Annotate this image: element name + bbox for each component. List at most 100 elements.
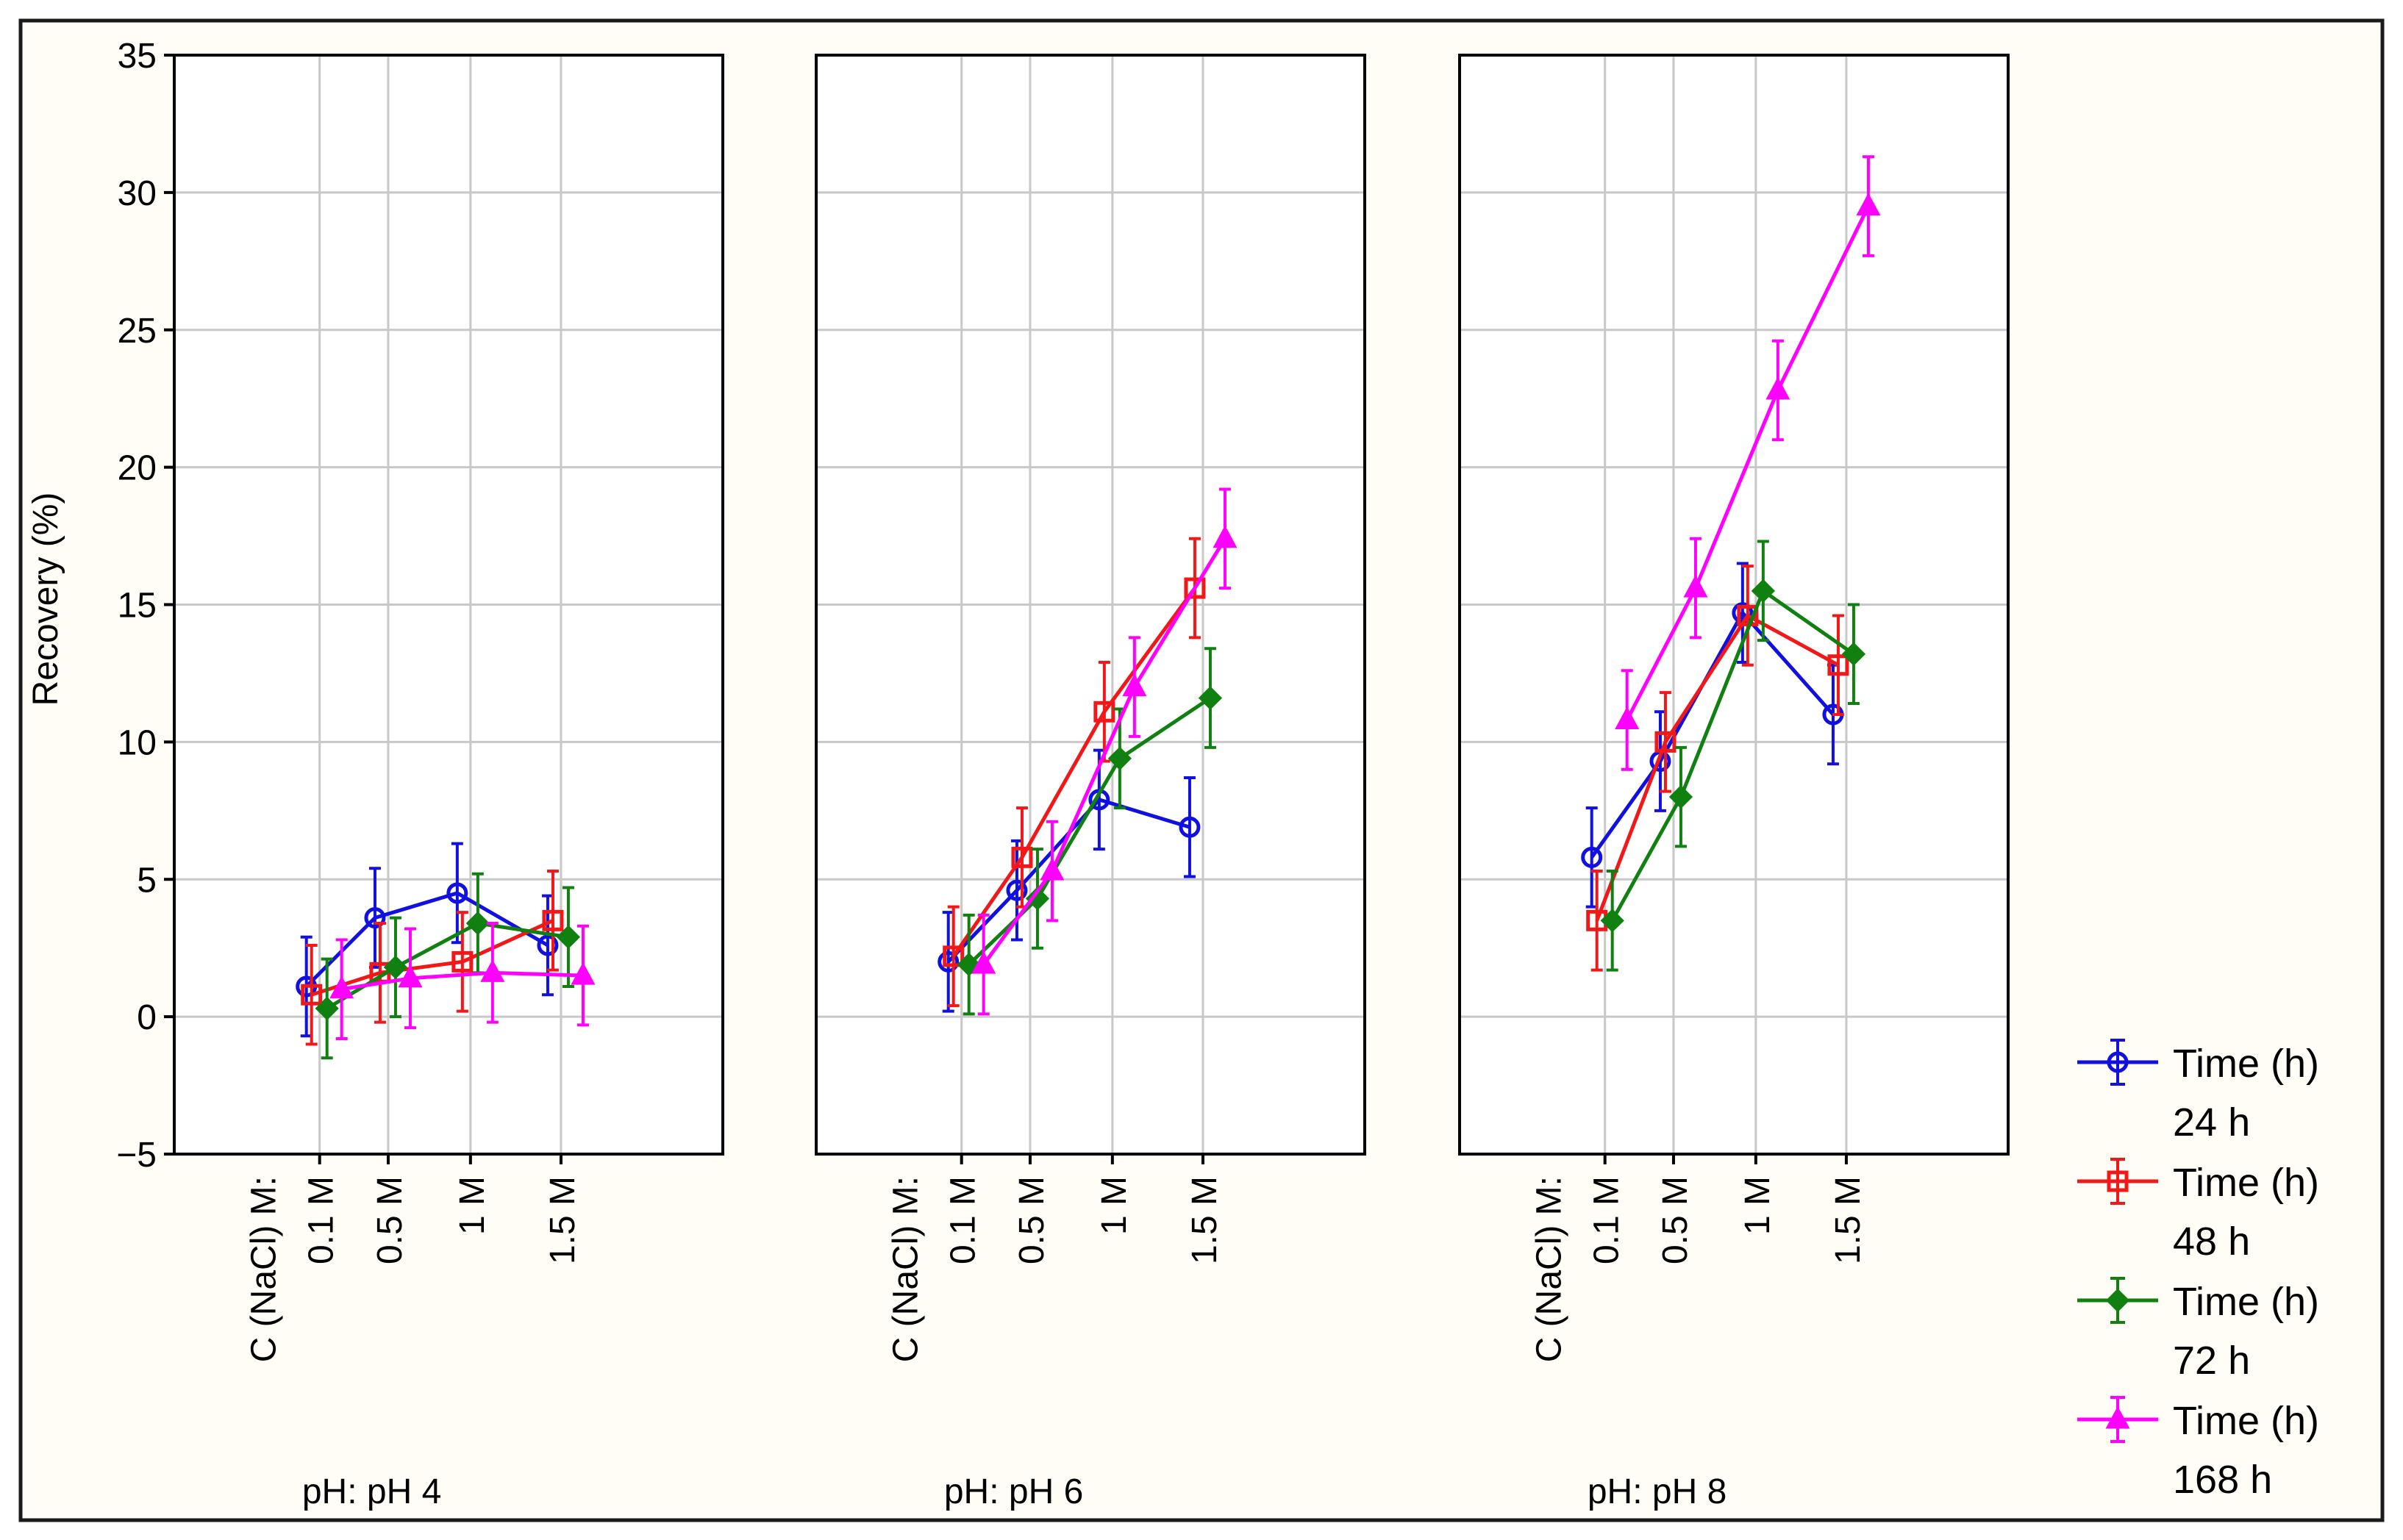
legend-item-72-h: Time (h) 72 h <box>2077 1277 2319 1383</box>
x-factor-label: C (NaCl) M: <box>887 1176 926 1362</box>
data-point <box>1581 846 1603 868</box>
legend-label: 168 h <box>2173 1458 2272 1502</box>
legend-title: Time (h) <box>2173 1042 2319 1086</box>
x-factor-label: C (NaCl) M: <box>1530 1176 1569 1362</box>
legend-title: Time (h) <box>2173 1161 2319 1205</box>
plot-frame <box>1458 54 2010 1156</box>
series-line <box>341 970 584 992</box>
data-point <box>1827 654 1849 676</box>
legend-label: 72 h <box>2173 1339 2250 1383</box>
x-tick-label: 1.5 M <box>1829 1176 1868 1264</box>
data-point <box>1213 525 1238 548</box>
data-point <box>315 996 339 1021</box>
y-tick-label: 20 <box>118 449 157 488</box>
data-point <box>542 909 564 931</box>
panel-title: pH: pH 8 <box>1588 1472 1727 1511</box>
y-tick-label: 0 <box>137 998 157 1037</box>
data-point <box>938 950 960 973</box>
data-point <box>465 911 490 936</box>
data-point <box>1107 746 1132 770</box>
data-point <box>537 934 559 956</box>
data-point <box>383 955 408 979</box>
data-point <box>571 961 596 985</box>
y-tick-label: 25 <box>118 312 157 351</box>
panel-2: 0.1 M 0.5 M 1 M 1.5 M C (NaCl) M: pH: pH 6 <box>815 54 1366 1511</box>
data-point <box>1122 673 1147 697</box>
data-point <box>1184 577 1206 599</box>
legend-label: 24 h <box>2173 1100 2250 1145</box>
x-tick-label: 1 M <box>1095 1176 1134 1235</box>
y-tick-label: 15 <box>118 587 157 626</box>
legend-title: Time (h) <box>2173 1280 2319 1324</box>
legend-title: Time (h) <box>2173 1399 2319 1443</box>
data-point <box>971 950 996 974</box>
data-point <box>1006 879 1028 901</box>
data-point <box>446 882 468 904</box>
panel-1: 35 30 25 20 15 10 5 0 −5 0.1 M 0.5 M 1 M 1.5 M C (NaC… <box>116 37 724 1511</box>
plot-frame <box>815 54 1366 1156</box>
x-tick-label: 1.5 M <box>543 1176 582 1264</box>
series-168-h <box>329 922 596 1041</box>
y-tick-label: 10 <box>118 723 157 762</box>
data-point <box>329 975 354 999</box>
legend-item-168-h: Time (h) 168 h <box>2077 1396 2319 1502</box>
panel-title: pH: pH 6 <box>944 1472 1083 1511</box>
x-factor-label: C (NaCl) M: <box>245 1176 284 1362</box>
x-tick-label: 1 M <box>453 1176 492 1235</box>
legend-label: 48 h <box>2173 1220 2250 1264</box>
series-line <box>1610 587 1855 922</box>
y-tick-label: −5 <box>116 1136 157 1175</box>
x-tick-label: 0.1 M <box>944 1176 983 1264</box>
data-point <box>1615 706 1640 729</box>
legend-item-48-h: Time (h) 48 h <box>2077 1158 2319 1264</box>
y-tick-label: 35 <box>118 37 157 76</box>
y-tick-label: 30 <box>118 174 157 213</box>
legend-marker <box>2107 1170 2129 1192</box>
panel-title: pH: pH 4 <box>302 1472 441 1511</box>
panel-3: 0.1 M 0.5 M 1 M 1.5 M C (NaCl) M: pH: pH 8 <box>1458 54 2010 1511</box>
x-tick-label: 1 M <box>1738 1176 1777 1235</box>
y-tick-label: 5 <box>137 861 157 900</box>
data-point <box>1737 604 1759 626</box>
series-72-h <box>957 647 1223 1016</box>
x-tick-label: 0.5 M <box>1013 1176 1051 1264</box>
x-tick-label: 0.1 M <box>302 1176 341 1264</box>
data-point <box>1856 193 1881 216</box>
x-tick-label: 0.1 M <box>1588 1176 1627 1264</box>
data-point <box>1600 909 1624 933</box>
series-168-h <box>971 487 1238 1016</box>
legend-marker <box>2105 1288 2130 1313</box>
data-point <box>364 907 386 929</box>
series-168-h <box>1615 155 1881 771</box>
data-point <box>301 984 323 1006</box>
data-point <box>1011 846 1033 868</box>
data-point <box>1025 887 1050 911</box>
data-point <box>1040 857 1065 881</box>
series-48-h <box>943 537 1206 1008</box>
series-line <box>1625 205 1871 721</box>
legend-marker <box>2107 1051 2129 1073</box>
series-72-h <box>1600 540 1866 972</box>
x-tick-label: 0.5 M <box>371 1176 410 1264</box>
panels-layer: 35 30 25 20 15 10 5 0 −5 0.1 M 0.5 M 1 M 1.5 M C (NaC… <box>116 37 2010 1511</box>
data-point <box>943 945 965 967</box>
data-point <box>1198 686 1223 710</box>
series-line <box>1595 613 1840 922</box>
y-axis-label: Recovery (%) <box>26 493 65 706</box>
x-tick-label: 0.5 M <box>1656 1176 1695 1264</box>
data-point <box>1093 701 1115 723</box>
legend-marker <box>2105 1405 2130 1429</box>
series-line <box>982 537 1227 966</box>
data-point <box>398 964 423 988</box>
data-point <box>451 950 474 973</box>
data-point <box>1654 731 1677 753</box>
legend-item-24-h: Time (h) 24 h <box>2077 1039 2319 1145</box>
series-line <box>967 696 1212 966</box>
data-point <box>480 959 505 982</box>
data-point <box>1751 579 1775 603</box>
data-point <box>1841 642 1866 666</box>
data-point <box>1179 816 1201 838</box>
